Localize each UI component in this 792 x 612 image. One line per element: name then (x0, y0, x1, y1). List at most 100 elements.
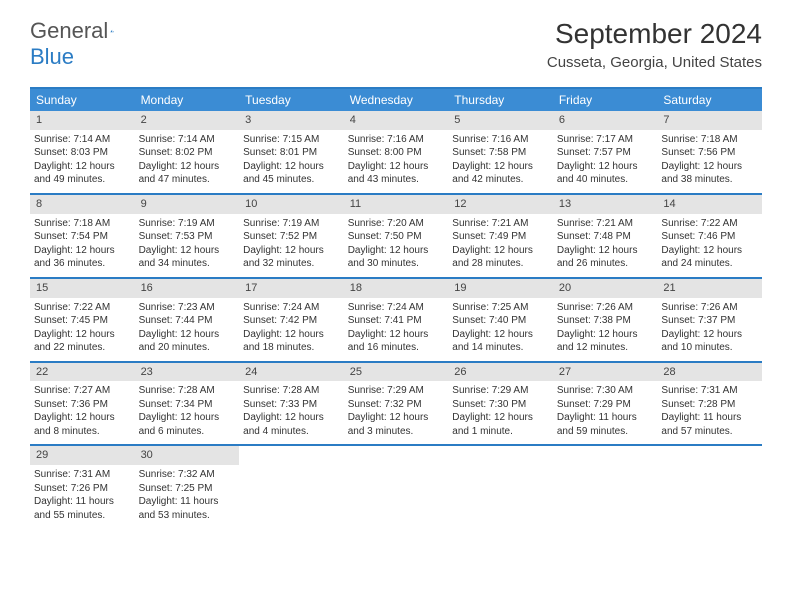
day-body: Sunrise: 7:20 AMSunset: 7:50 PMDaylight:… (344, 214, 449, 277)
sunset-line: Sunset: 7:42 PM (243, 314, 340, 328)
day-number: 22 (30, 363, 135, 382)
day-cell: 28Sunrise: 7:31 AMSunset: 7:28 PMDayligh… (657, 363, 762, 445)
logo-sail-icon (110, 22, 114, 40)
sunrise-line: Sunrise: 7:27 AM (34, 384, 131, 398)
daylight-line-1: Daylight: 11 hours (34, 495, 131, 509)
daylight-line-1: Daylight: 12 hours (34, 244, 131, 258)
day-body: Sunrise: 7:28 AMSunset: 7:34 PMDaylight:… (135, 381, 240, 444)
day-body: Sunrise: 7:14 AMSunset: 8:03 PMDaylight:… (30, 130, 135, 193)
daylight-line-2: and 18 minutes. (243, 341, 340, 355)
day-number: 5 (448, 111, 553, 130)
daylight-line-2: and 10 minutes. (661, 341, 758, 355)
daylight-line-2: and 12 minutes. (557, 341, 654, 355)
sunrise-line: Sunrise: 7:32 AM (139, 468, 236, 482)
day-cell: 26Sunrise: 7:29 AMSunset: 7:30 PMDayligh… (448, 363, 553, 445)
daylight-line-2: and 36 minutes. (34, 257, 131, 271)
daylight-line-2: and 55 minutes. (34, 509, 131, 523)
sunset-line: Sunset: 7:45 PM (34, 314, 131, 328)
sunrise-line: Sunrise: 7:14 AM (139, 133, 236, 147)
day-body: Sunrise: 7:30 AMSunset: 7:29 PMDaylight:… (553, 381, 658, 444)
daylight-line-2: and 42 minutes. (452, 173, 549, 187)
sunset-line: Sunset: 7:30 PM (452, 398, 549, 412)
week-row: 15Sunrise: 7:22 AMSunset: 7:45 PMDayligh… (30, 279, 762, 363)
sunset-line: Sunset: 7:50 PM (348, 230, 445, 244)
day-body: Sunrise: 7:25 AMSunset: 7:40 PMDaylight:… (448, 298, 553, 361)
daylight-line-1: Daylight: 12 hours (557, 328, 654, 342)
sunset-line: Sunset: 7:53 PM (139, 230, 236, 244)
day-body: Sunrise: 7:31 AMSunset: 7:28 PMDaylight:… (657, 381, 762, 444)
daylight-line-2: and 26 minutes. (557, 257, 654, 271)
day-number: 30 (135, 446, 240, 465)
daylight-line-1: Daylight: 12 hours (139, 411, 236, 425)
day-cell: 12Sunrise: 7:21 AMSunset: 7:49 PMDayligh… (448, 195, 553, 277)
day-number: 10 (239, 195, 344, 214)
day-body: Sunrise: 7:23 AMSunset: 7:44 PMDaylight:… (135, 298, 240, 361)
sunset-line: Sunset: 7:29 PM (557, 398, 654, 412)
day-body: Sunrise: 7:21 AMSunset: 7:48 PMDaylight:… (553, 214, 658, 277)
day-body: Sunrise: 7:26 AMSunset: 7:38 PMDaylight:… (553, 298, 658, 361)
day-number: 16 (135, 279, 240, 298)
day-number: 19 (448, 279, 553, 298)
day-number: 14 (657, 195, 762, 214)
week-row: 1Sunrise: 7:14 AMSunset: 8:03 PMDaylight… (30, 111, 762, 195)
daylight-line-1: Daylight: 12 hours (243, 411, 340, 425)
sunrise-line: Sunrise: 7:16 AM (452, 133, 549, 147)
daylight-line-1: Daylight: 12 hours (452, 160, 549, 174)
sunrise-line: Sunrise: 7:15 AM (243, 133, 340, 147)
logo-text-2: Blue (30, 44, 74, 70)
day-number: 9 (135, 195, 240, 214)
daylight-line-1: Daylight: 12 hours (34, 160, 131, 174)
day-number: 24 (239, 363, 344, 382)
day-cell: 21Sunrise: 7:26 AMSunset: 7:37 PMDayligh… (657, 279, 762, 361)
sunrise-line: Sunrise: 7:21 AM (452, 217, 549, 231)
day-header: Saturday (657, 89, 762, 111)
daylight-line-1: Daylight: 12 hours (661, 244, 758, 258)
sunset-line: Sunset: 7:38 PM (557, 314, 654, 328)
day-header: Monday (135, 89, 240, 111)
sunrise-line: Sunrise: 7:18 AM (661, 133, 758, 147)
sunrise-line: Sunrise: 7:14 AM (34, 133, 131, 147)
sunrise-line: Sunrise: 7:28 AM (139, 384, 236, 398)
sunrise-line: Sunrise: 7:22 AM (34, 301, 131, 315)
daylight-line-2: and 30 minutes. (348, 257, 445, 271)
sunset-line: Sunset: 7:48 PM (557, 230, 654, 244)
day-number: 3 (239, 111, 344, 130)
day-cell: 17Sunrise: 7:24 AMSunset: 7:42 PMDayligh… (239, 279, 344, 361)
day-number: 12 (448, 195, 553, 214)
daylight-line-2: and 3 minutes. (348, 425, 445, 439)
sunrise-line: Sunrise: 7:25 AM (452, 301, 549, 315)
day-cell: 20Sunrise: 7:26 AMSunset: 7:38 PMDayligh… (553, 279, 658, 361)
sunrise-line: Sunrise: 7:18 AM (34, 217, 131, 231)
sunrise-line: Sunrise: 7:26 AM (661, 301, 758, 315)
daylight-line-1: Daylight: 12 hours (139, 328, 236, 342)
sunset-line: Sunset: 7:58 PM (452, 146, 549, 160)
logo-text-1: General (30, 18, 108, 44)
sunset-line: Sunset: 7:36 PM (34, 398, 131, 412)
sunset-line: Sunset: 8:00 PM (348, 146, 445, 160)
daylight-line-2: and 16 minutes. (348, 341, 445, 355)
sunset-line: Sunset: 8:02 PM (139, 146, 236, 160)
sunrise-line: Sunrise: 7:26 AM (557, 301, 654, 315)
sunset-line: Sunset: 7:34 PM (139, 398, 236, 412)
daylight-line-2: and 20 minutes. (139, 341, 236, 355)
day-cell: 19Sunrise: 7:25 AMSunset: 7:40 PMDayligh… (448, 279, 553, 361)
title-block: September 2024 Cusseta, Georgia, United … (547, 18, 762, 71)
day-body: Sunrise: 7:15 AMSunset: 8:01 PMDaylight:… (239, 130, 344, 193)
daylight-line-1: Daylight: 12 hours (661, 160, 758, 174)
week-row: 8Sunrise: 7:18 AMSunset: 7:54 PMDaylight… (30, 195, 762, 279)
day-body: Sunrise: 7:19 AMSunset: 7:52 PMDaylight:… (239, 214, 344, 277)
day-cell: 15Sunrise: 7:22 AMSunset: 7:45 PMDayligh… (30, 279, 135, 361)
daylight-line-1: Daylight: 12 hours (452, 244, 549, 258)
daylight-line-1: Daylight: 12 hours (348, 244, 445, 258)
day-cell: 7Sunrise: 7:18 AMSunset: 7:56 PMDaylight… (657, 111, 762, 193)
daylight-line-1: Daylight: 11 hours (139, 495, 236, 509)
daylight-line-1: Daylight: 12 hours (452, 411, 549, 425)
day-body: Sunrise: 7:16 AMSunset: 7:58 PMDaylight:… (448, 130, 553, 193)
daylight-line-2: and 4 minutes. (243, 425, 340, 439)
sunset-line: Sunset: 7:33 PM (243, 398, 340, 412)
day-body: Sunrise: 7:29 AMSunset: 7:30 PMDaylight:… (448, 381, 553, 444)
sunrise-line: Sunrise: 7:16 AM (348, 133, 445, 147)
day-number: 23 (135, 363, 240, 382)
day-number: 27 (553, 363, 658, 382)
sunrise-line: Sunrise: 7:19 AM (243, 217, 340, 231)
